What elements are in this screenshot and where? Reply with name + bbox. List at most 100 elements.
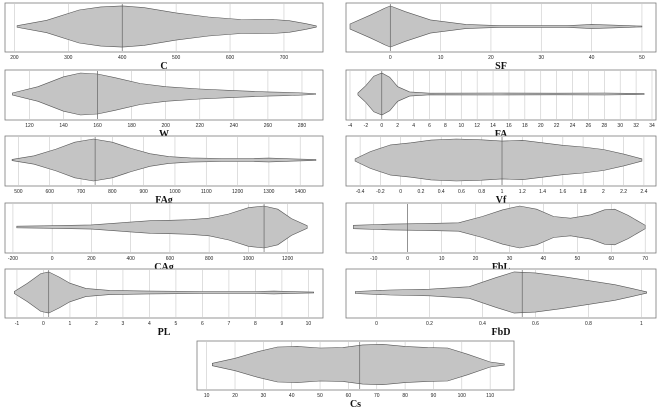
tick-label: 600	[166, 256, 175, 262]
tick-label: 1.2	[519, 189, 526, 195]
tick-label: 110	[486, 393, 494, 399]
tick-label: 900	[139, 189, 148, 195]
tick-label: 20	[488, 55, 494, 61]
violin-shape	[353, 205, 646, 249]
violin-shape	[354, 138, 643, 182]
tick-label: 0.6	[532, 321, 539, 327]
tick-label: 24	[570, 123, 576, 129]
tick-label: 2	[602, 189, 605, 195]
tick-label: 8	[254, 321, 257, 327]
violin-shape	[16, 5, 317, 48]
tick-label: 700	[280, 55, 289, 61]
tick-label: 1.6	[559, 189, 566, 195]
tick-label: 12	[474, 123, 480, 129]
tick-label: 240	[230, 123, 239, 129]
tick-label: 1200	[232, 189, 243, 195]
variable-label: SF	[495, 61, 507, 72]
violin-shape	[14, 271, 314, 314]
tick-label: 40	[589, 55, 595, 61]
tick-label: 0.2	[426, 321, 433, 327]
variable-label: W	[159, 129, 169, 140]
tick-label: 40	[541, 256, 547, 262]
tick-label: 140	[59, 123, 68, 129]
tick-label: 5	[175, 321, 178, 327]
variable-label: Cs	[350, 399, 361, 410]
tick-label: 60	[608, 256, 614, 262]
tick-label: 16	[506, 123, 512, 129]
tick-label: 7	[228, 321, 231, 327]
tick-label: 10	[204, 393, 210, 399]
tick-label: 160	[93, 123, 102, 129]
violin-shape	[16, 205, 308, 249]
tick-label: 22	[554, 123, 560, 129]
tick-label: 120	[25, 123, 34, 129]
variable-label: CAg	[154, 262, 173, 273]
tick-label: -0.4	[356, 189, 365, 195]
tick-label: 200	[162, 123, 171, 129]
tick-label: -200	[8, 256, 18, 262]
violin-panel-cag: -200 0 200 400 600 800 1000 1200 CAg	[4, 202, 324, 273]
tick-label: 34	[649, 123, 655, 129]
violin-panel-fbd: 0 0.2 0.4 0.6 0.8 1 FbD	[345, 268, 657, 338]
tick-label: 1000	[243, 256, 254, 262]
tick-label: 8	[444, 123, 447, 129]
tick-label: 14	[490, 123, 496, 129]
violin-panel-vf: -0.4 -0.2 0 0.2 0.4 0.6 0.8 1 1.2 1.4 1.6 1.8 2 2.2 2.…	[345, 135, 657, 206]
violin-shape	[212, 343, 505, 386]
tick-label: 200	[10, 55, 19, 61]
tick-label: 0.4	[479, 321, 486, 327]
violin-panel-fbl: -10 0 10 20 30 40 50 60 70 FbL	[345, 202, 657, 273]
tick-label: 2	[396, 123, 399, 129]
tick-label: 3	[122, 321, 125, 327]
tick-label: 200	[87, 256, 96, 262]
tick-label: 4	[412, 123, 415, 129]
tick-label: -2	[364, 123, 369, 129]
tick-label: 9	[281, 321, 284, 327]
tick-label: 1	[501, 189, 504, 195]
variable-label: FAg	[155, 195, 173, 206]
tick-label: 50	[317, 393, 323, 399]
tick-label: 700	[77, 189, 86, 195]
tick-label: -1	[15, 321, 20, 327]
tick-label: 400	[118, 55, 127, 61]
tick-label: 20	[232, 393, 238, 399]
variable-label: PL	[158, 327, 171, 338]
tick-label: 10	[439, 256, 445, 262]
tick-label: 1200	[282, 256, 293, 262]
tick-label: 0.8	[478, 189, 485, 195]
tick-label: 2.4	[640, 189, 647, 195]
tick-label: 32	[633, 123, 639, 129]
tick-label: 50	[575, 256, 581, 262]
tick-label: 2.2	[620, 189, 627, 195]
tick-label: 6	[201, 321, 204, 327]
tick-label: 10	[306, 321, 312, 327]
tick-label: 30	[507, 256, 513, 262]
tick-label: 18	[522, 123, 528, 129]
variable-label: FbL	[492, 262, 511, 273]
tick-label: 0	[399, 189, 402, 195]
tick-label: -0.2	[376, 189, 385, 195]
tick-label: 500	[172, 55, 181, 61]
tick-label: 0.8	[585, 321, 592, 327]
tick-label: 26	[586, 123, 592, 129]
tick-label: 1300	[263, 189, 274, 195]
tick-label: 30	[538, 55, 544, 61]
tick-label: 20	[473, 256, 479, 262]
tick-label: 1.4	[539, 189, 546, 195]
tick-label: 10	[458, 123, 464, 129]
tick-label: 100	[458, 393, 467, 399]
tick-label: 600	[46, 189, 55, 195]
tick-label: 0.2	[417, 189, 424, 195]
tick-label: 2	[95, 321, 98, 327]
tick-label: 0	[375, 321, 378, 327]
tick-label: 220	[196, 123, 205, 129]
tick-label: 0	[380, 123, 383, 129]
tick-label: 300	[64, 55, 73, 61]
violin-panel-w: 120 140 160 180 200 220 240 260 280 W	[4, 69, 324, 140]
violin-panel-sf: 0 10 20 30 40 50 SF	[345, 2, 657, 72]
violin-panel-c: 200 300 400 500 600 700 C	[4, 2, 324, 72]
tick-label: 28	[602, 123, 608, 129]
violin-shape	[11, 138, 317, 182]
tick-label: 180	[127, 123, 136, 129]
tick-label: 1000	[169, 189, 180, 195]
